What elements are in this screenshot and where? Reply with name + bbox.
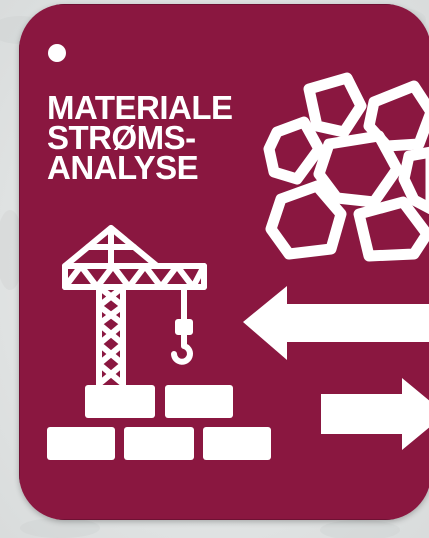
hole-icon	[48, 44, 66, 62]
title-line-2: STRØMS-	[47, 119, 196, 156]
crane-icon	[62, 225, 207, 389]
card-title: MATERIALE STRØMS- ANALYSE	[47, 89, 233, 186]
arrow-right-icon	[321, 378, 429, 450]
stones-icon	[263, 72, 429, 262]
card-graphics	[19, 4, 429, 520]
label-card: MATERIALE STRØMS- ANALYSE	[19, 4, 429, 520]
bricks-icon	[47, 385, 271, 460]
title-line-1: MATERIALE	[47, 89, 233, 126]
title-line-3: ANALYSE	[47, 149, 199, 186]
arrow-left-icon	[243, 286, 429, 360]
